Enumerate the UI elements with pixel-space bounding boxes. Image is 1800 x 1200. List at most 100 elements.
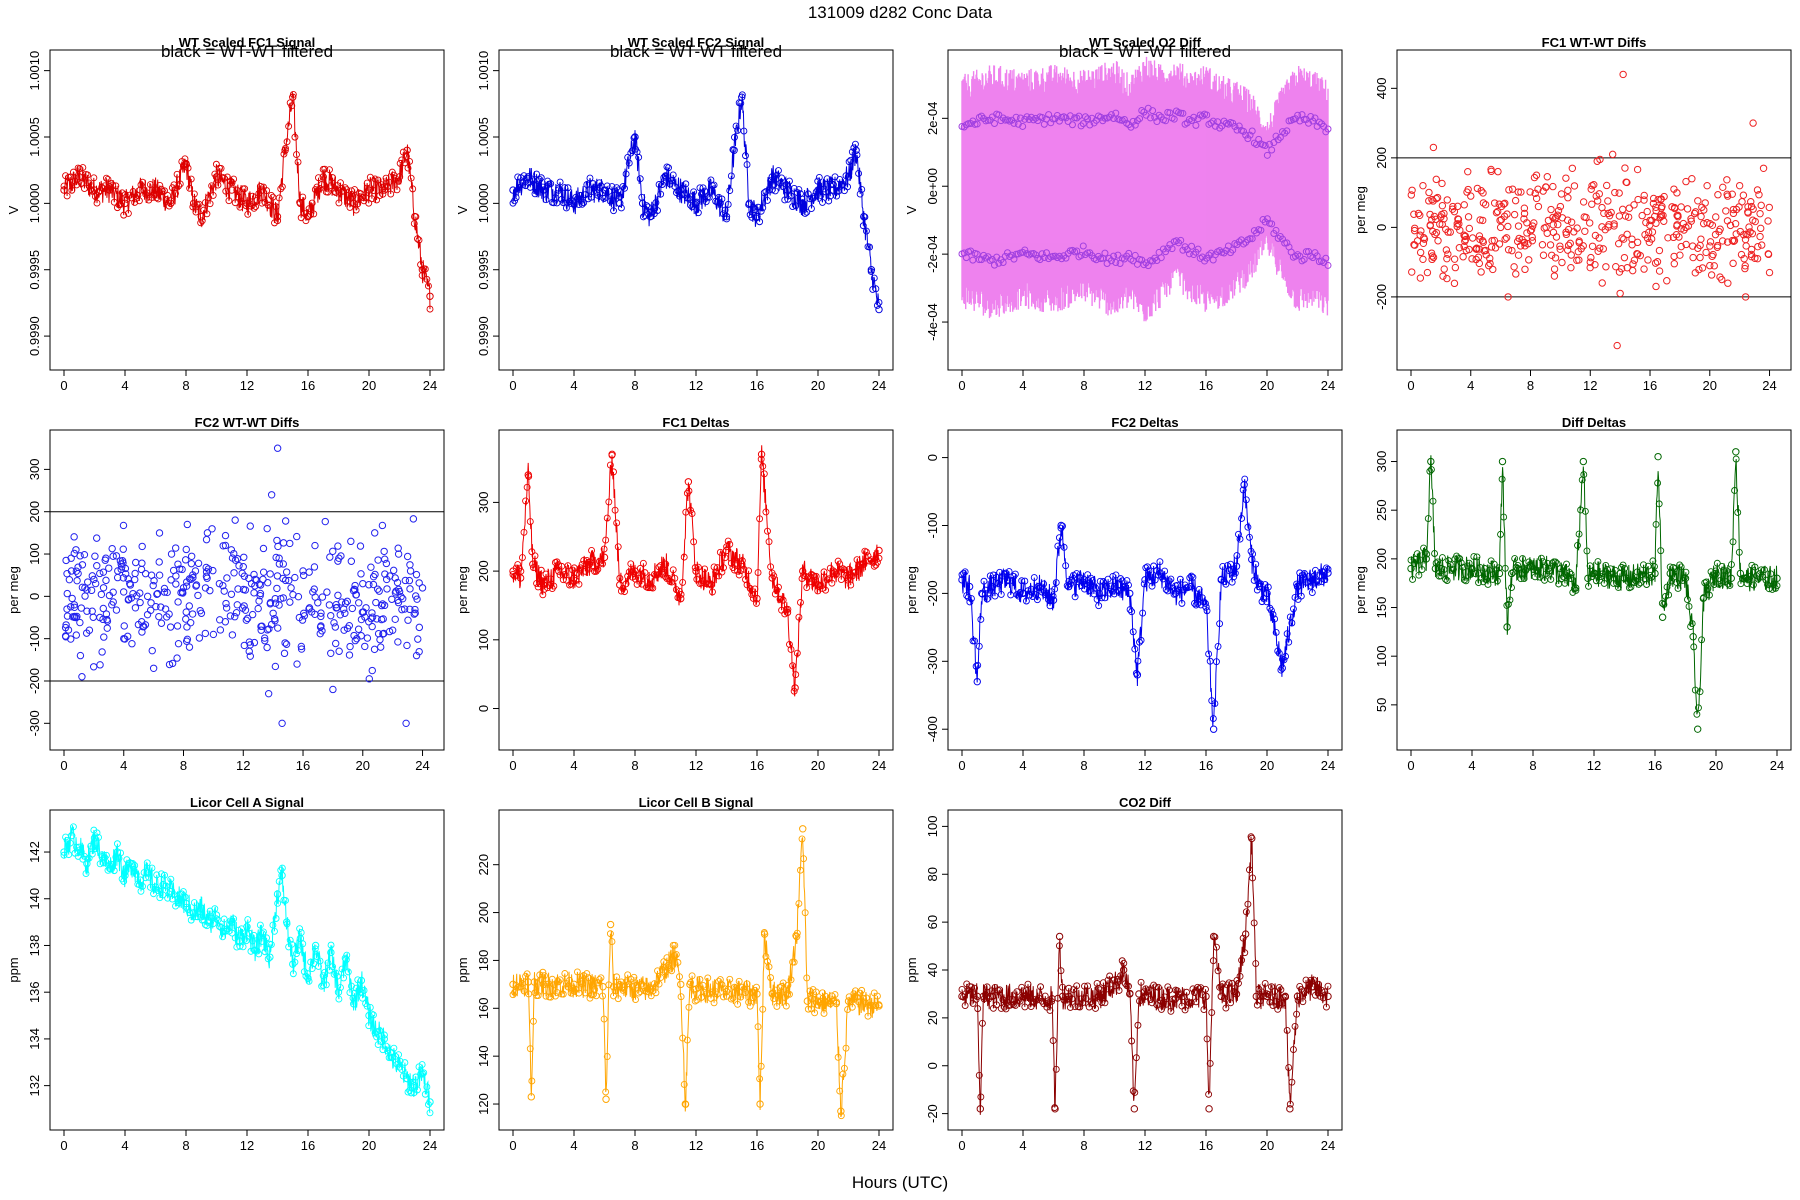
data-point xyxy=(233,186,241,194)
data-point xyxy=(649,584,657,592)
data-point xyxy=(829,181,837,189)
data-point xyxy=(84,171,92,179)
data-point xyxy=(255,950,263,958)
data-point xyxy=(264,955,272,963)
data-point xyxy=(654,207,661,215)
y-tick-label: 0e+00 xyxy=(925,168,940,205)
data-point xyxy=(815,998,823,1006)
data-point xyxy=(1539,558,1547,566)
data-point xyxy=(1255,135,1263,143)
x-tick-label: 16 xyxy=(296,758,310,773)
data-point xyxy=(617,204,625,212)
data-point xyxy=(244,210,252,218)
data-point xyxy=(1110,252,1118,260)
data-point xyxy=(826,564,834,572)
data-point xyxy=(228,929,236,937)
data-point xyxy=(737,993,745,1001)
x-tick-label: 12 xyxy=(1138,378,1152,393)
data-point xyxy=(1685,603,1693,610)
data-point xyxy=(721,985,729,993)
data-point xyxy=(293,151,300,159)
data-point xyxy=(1449,202,1457,211)
data-point xyxy=(1071,593,1079,601)
data-point xyxy=(1748,229,1757,238)
data-point xyxy=(564,184,572,192)
data-point xyxy=(584,974,592,982)
data-point xyxy=(327,948,335,957)
data-point xyxy=(1126,589,1134,598)
x-tick-label: 8 xyxy=(1080,378,1087,393)
data-point xyxy=(1477,187,1485,195)
data-point xyxy=(1433,193,1442,202)
data-point xyxy=(390,1044,398,1052)
data-point xyxy=(1247,833,1255,841)
data-point xyxy=(124,209,132,217)
data-point xyxy=(165,660,174,669)
data-point xyxy=(263,934,271,942)
data-point xyxy=(999,114,1007,122)
data-point xyxy=(1205,251,1213,259)
data-point xyxy=(619,986,627,994)
data-point xyxy=(1097,113,1105,121)
data-point xyxy=(272,553,280,562)
data-point xyxy=(1112,982,1120,990)
data-point xyxy=(228,631,237,639)
data-point xyxy=(258,937,266,945)
data-point xyxy=(296,198,304,206)
data-point xyxy=(275,560,284,568)
data-point xyxy=(1509,568,1517,576)
data-point xyxy=(187,552,196,560)
data-point xyxy=(1617,264,1626,273)
x-tick-label: 4 xyxy=(121,378,128,393)
data-point xyxy=(99,568,108,576)
data-point xyxy=(847,581,855,589)
data-point xyxy=(175,182,183,190)
data-point xyxy=(311,941,320,950)
data-point xyxy=(1638,211,1646,220)
data-point xyxy=(753,594,761,603)
data-point xyxy=(173,170,181,178)
data-point xyxy=(1236,972,1244,980)
data-point xyxy=(1770,580,1778,588)
x-tick-label: 0 xyxy=(958,378,965,393)
data-point xyxy=(1691,269,1699,277)
data-point xyxy=(862,227,870,235)
data-point xyxy=(1616,289,1624,298)
data-point xyxy=(186,184,194,192)
data-point xyxy=(1322,564,1330,572)
data-point xyxy=(247,579,256,588)
data-point xyxy=(197,904,205,912)
data-point xyxy=(361,642,369,651)
data-point xyxy=(1467,570,1475,578)
data-point xyxy=(1162,248,1170,256)
data-point xyxy=(685,194,693,202)
data-point xyxy=(402,152,410,160)
data-point xyxy=(1431,550,1439,557)
data-point xyxy=(250,589,258,597)
data-point xyxy=(119,588,128,596)
data-point xyxy=(1103,582,1110,590)
x-tick-label: 4 xyxy=(1468,758,1475,773)
data-point xyxy=(842,172,850,180)
data-point xyxy=(512,564,520,572)
y-tick-label: -300 xyxy=(925,648,940,674)
data-point xyxy=(1022,987,1030,995)
data-point xyxy=(1263,598,1271,606)
data-point xyxy=(349,192,357,200)
data-point xyxy=(690,188,698,196)
data-point xyxy=(117,560,125,568)
y-tick-label: -20 xyxy=(925,1104,940,1123)
data-point xyxy=(964,593,972,601)
data-point xyxy=(1103,985,1110,993)
data-point xyxy=(767,974,775,982)
data-point xyxy=(786,640,793,648)
data-point xyxy=(621,588,628,596)
data-point xyxy=(631,133,639,141)
data-point xyxy=(1519,555,1526,563)
data-point xyxy=(872,285,880,293)
data-point xyxy=(1729,538,1737,546)
data-point xyxy=(1567,571,1575,578)
data-point xyxy=(740,985,748,993)
figure-title: 131009 d282 Conc Data xyxy=(808,3,993,22)
chart-title-wt-o2-diff: WT Scaled O2 Diff xyxy=(1089,35,1202,50)
